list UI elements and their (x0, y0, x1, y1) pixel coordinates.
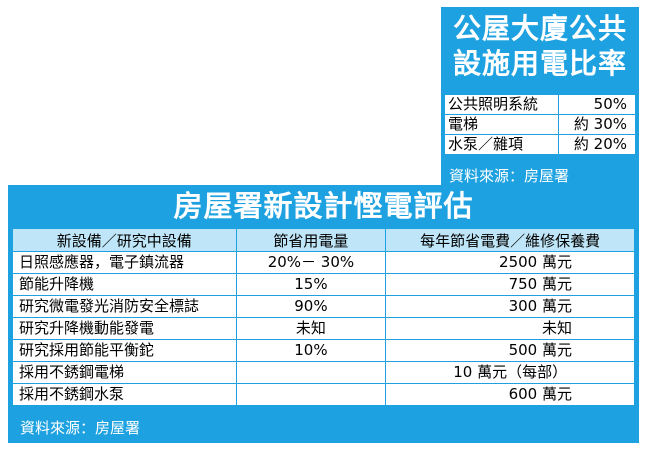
ratio-row: 電梯 約 30% (445, 114, 635, 135)
table-row: 採用不銹鋼水泵 600 萬元 (12, 383, 635, 406)
ratio-label: 公共照明系統 (445, 95, 559, 115)
device-cell: 節能升降機 (12, 273, 237, 296)
device-cell: 日照感應器，電子鎮流器 (12, 251, 237, 274)
ratio-row: 公共照明系統 50% (445, 95, 635, 115)
saving-cell: 未知 (235, 317, 387, 340)
ratio-source: 資料來源：房屋署 (449, 167, 570, 185)
header-cost: 每年節省電費／維修保養費 (385, 228, 635, 252)
header-saving: 節省用電量 (235, 228, 387, 252)
device-cell: 研究微電發光消防安全標誌 (12, 295, 237, 318)
ratio-title-line2: 設施用電比率 (452, 47, 627, 80)
cost-cell: 未知 (385, 317, 635, 340)
saving-cell: 15% (235, 273, 387, 296)
table-row: 研究微電發光消防安全標誌 90% 300 萬元 (12, 295, 635, 318)
device-cell: 研究升降機動能發電 (12, 317, 237, 340)
table-row: 研究採用節能平衡鉈 10% 500 萬元 (12, 339, 635, 362)
ratio-panel-title: 公屋大廈公共 設施用電比率 (441, 11, 639, 81)
table-row: 日照感應器，電子鎮流器 20%－ 30% 2500 萬元 (12, 251, 635, 274)
ratio-label: 水泵／雜項 (445, 134, 559, 155)
header-device: 新設備／研究中設備 (12, 228, 237, 252)
ratio-row: 水泵／雜項 約 20% (445, 134, 635, 155)
cost-cell: 10 萬元（每部） (385, 361, 635, 384)
saving-cell: 10% (235, 339, 387, 362)
ratio-value: 約 20% (558, 134, 635, 155)
device-cell: 採用不銹鋼電梯 (12, 361, 237, 384)
ratio-title-line1: 公屋大廈公共 (452, 12, 627, 45)
electricity-ratio-panel: 公屋大廈公共 設施用電比率 公共照明系統 50% 電梯 約 30% 水泵／雜項 … (441, 7, 639, 185)
table-row: 採用不銹鋼電梯 10 萬元（每部） (12, 361, 635, 384)
cost-cell: 750 萬元 (385, 273, 635, 296)
assessment-title: 房屋署新設計慳電評估 (173, 189, 474, 223)
assessment-source: 資料來源：房屋署 (20, 419, 141, 437)
device-cell: 採用不銹鋼水泵 (12, 383, 237, 406)
saving-cell: 20%－ 30% (235, 251, 387, 274)
device-cell: 研究採用節能平衡鉈 (12, 339, 237, 362)
saving-cell (235, 361, 387, 384)
cost-cell: 300 萬元 (385, 295, 635, 318)
cost-cell: 2500 萬元 (385, 251, 635, 274)
table-header-row: 新設備／研究中設備 節省用電量 每年節省電費／維修保養費 (12, 228, 635, 252)
saving-cell: 90% (235, 295, 387, 318)
ratio-value: 50% (558, 95, 635, 115)
table-row: 研究升降機動能發電 未知 未知 (12, 317, 635, 340)
assessment-panel: 房屋署新設計慳電評估 新設備／研究中設備 節省用電量 每年節省電費／維修保養費 … (8, 185, 639, 443)
table-row: 節能升降機 15% 750 萬元 (12, 273, 635, 296)
ratio-label: 電梯 (445, 114, 559, 135)
assessment-table: 新設備／研究中設備 節省用電量 每年節省電費／維修保養費 日照感應器，電子鎮流器… (12, 228, 635, 406)
saving-cell (235, 383, 387, 406)
cost-cell: 500 萬元 (385, 339, 635, 362)
cost-cell: 600 萬元 (385, 383, 635, 406)
ratio-value: 約 30% (558, 114, 635, 135)
ratio-table: 公共照明系統 50% 電梯 約 30% 水泵／雜項 約 20% (445, 95, 635, 155)
